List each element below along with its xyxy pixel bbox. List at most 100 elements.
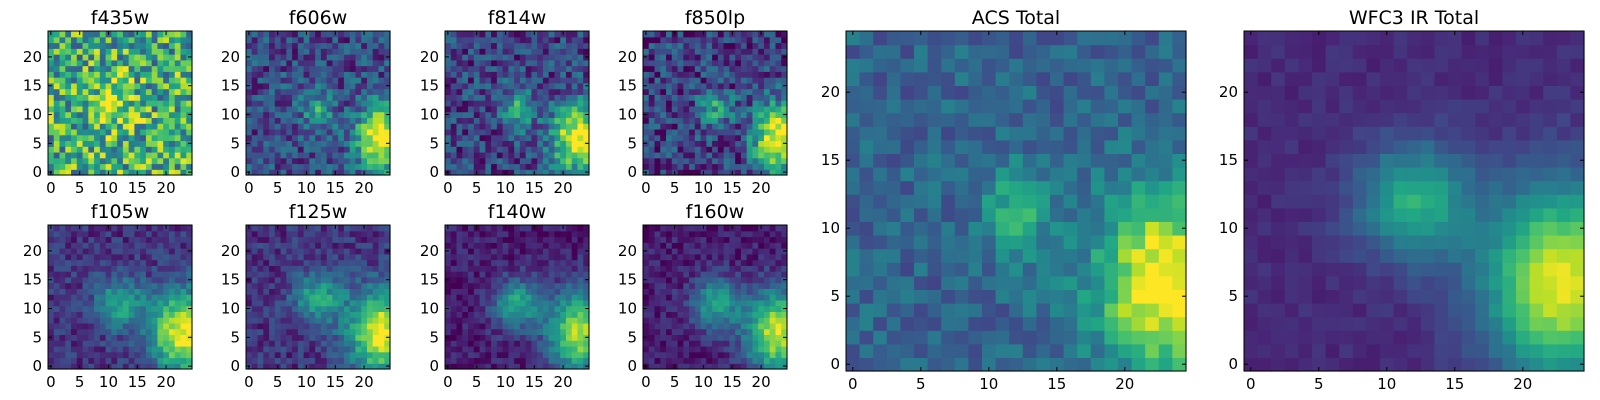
heatmap-cell	[450, 317, 458, 324]
heatmap-cell	[548, 253, 556, 261]
heatmap-cell	[560, 111, 567, 118]
heatmap-cell	[700, 140, 707, 147]
heatmap-cell	[174, 317, 182, 324]
heatmap-cell	[157, 88, 164, 95]
heatmap-cell	[180, 282, 187, 289]
heatmap-cell	[671, 151, 679, 159]
heatmap-cell	[76, 146, 84, 153]
heatmap-cell	[343, 54, 351, 61]
heatmap-cell	[565, 146, 573, 153]
heatmap-cell	[286, 248, 293, 255]
heatmap-cell	[462, 351, 469, 359]
heatmap-cell	[706, 345, 713, 353]
heatmap-cell	[65, 42, 72, 49]
heatmap-cell	[752, 123, 759, 130]
heatmap-cell	[378, 134, 385, 142]
heatmap-cell	[65, 340, 72, 347]
heatmap-cell	[571, 157, 579, 165]
heatmap-cell	[648, 169, 656, 176]
heatmap-cell	[280, 265, 287, 272]
heatmap-cell	[683, 42, 690, 49]
heatmap-cell	[168, 123, 176, 130]
heatmap-cell	[274, 305, 282, 312]
heatmap-cell	[186, 157, 193, 165]
heatmap-cell	[65, 317, 72, 324]
heatmap-cell	[99, 242, 107, 249]
heatmap-cell	[689, 282, 696, 289]
heatmap-cell	[297, 236, 305, 243]
heatmap-cell	[65, 105, 72, 113]
heatmap-cell	[531, 351, 538, 359]
heatmap-cell	[332, 123, 339, 130]
heatmap-cell	[462, 140, 469, 147]
heatmap-cell	[491, 225, 498, 232]
heatmap-cell	[502, 345, 509, 353]
heatmap-cell	[180, 31, 187, 38]
heatmap-cell	[450, 236, 458, 243]
heatmap-cell	[583, 48, 590, 55]
heatmap-cell	[338, 282, 345, 289]
heatmap-cell	[496, 123, 504, 130]
heatmap-cell	[59, 288, 66, 295]
heatmap-cell	[542, 294, 550, 301]
heatmap-cell	[479, 317, 486, 324]
heatmap-cell	[502, 36, 509, 44]
heatmap-cell	[654, 311, 661, 318]
heatmap-cell	[180, 65, 187, 72]
heatmap-cell	[117, 128, 124, 136]
heatmap-cell	[554, 340, 561, 347]
heatmap-cell	[94, 134, 101, 142]
heatmap-cell	[577, 71, 584, 78]
heatmap-cell	[654, 88, 661, 95]
heatmap-cell	[59, 322, 66, 330]
heatmap-cell	[286, 357, 293, 364]
heatmap-cell	[174, 265, 182, 272]
heatmap-cell	[723, 54, 730, 61]
heatmap-cell	[48, 42, 55, 49]
heatmap-cell	[502, 134, 509, 142]
heatmap-cell	[65, 351, 72, 359]
heatmap-cell	[145, 236, 153, 243]
heatmap-cell	[717, 54, 725, 61]
heatmap-cell	[111, 128, 118, 136]
heatmap-cell	[758, 128, 765, 136]
heatmap-cell	[128, 42, 135, 49]
heatmap-cell	[332, 59, 339, 67]
heatmap-cell	[468, 54, 475, 61]
heatmap-cell	[654, 294, 661, 301]
heatmap-cell	[332, 328, 339, 336]
heatmap-cell	[338, 345, 345, 353]
heatmap-cell	[157, 363, 164, 370]
heatmap-cell	[372, 340, 380, 347]
heatmap-cell	[531, 299, 538, 307]
heatmap-cell	[514, 82, 521, 90]
x-tick-label: 20	[355, 179, 374, 197]
heatmap-cell	[694, 71, 702, 78]
heatmap-cell	[59, 230, 66, 238]
heatmap-cell	[53, 282, 61, 289]
heatmap-cell	[163, 100, 170, 107]
heatmap-cell	[94, 146, 101, 153]
heatmap-cell	[309, 77, 316, 84]
heatmap-cell	[76, 65, 84, 72]
heatmap-cell	[128, 48, 135, 55]
heatmap-cell	[134, 322, 141, 330]
heatmap-cell	[128, 31, 135, 38]
heatmap-cell	[355, 345, 362, 353]
heatmap-cell	[315, 140, 322, 147]
heatmap-cell	[326, 253, 333, 261]
heatmap-cell	[372, 236, 380, 243]
heatmap-cell	[689, 299, 696, 307]
heatmap-cell	[740, 340, 748, 347]
heatmap-cell	[263, 31, 270, 38]
heatmap-cell	[571, 82, 579, 90]
heatmap-cell	[65, 253, 72, 261]
heatmap-cell	[542, 242, 550, 249]
heatmap-cell	[297, 253, 305, 261]
heatmap-cell	[758, 163, 765, 170]
heatmap-cell	[99, 363, 107, 370]
heatmap-cell	[361, 54, 368, 61]
heatmap-cell	[473, 42, 481, 49]
heatmap-cell	[297, 140, 305, 147]
heatmap-cell	[519, 236, 527, 243]
